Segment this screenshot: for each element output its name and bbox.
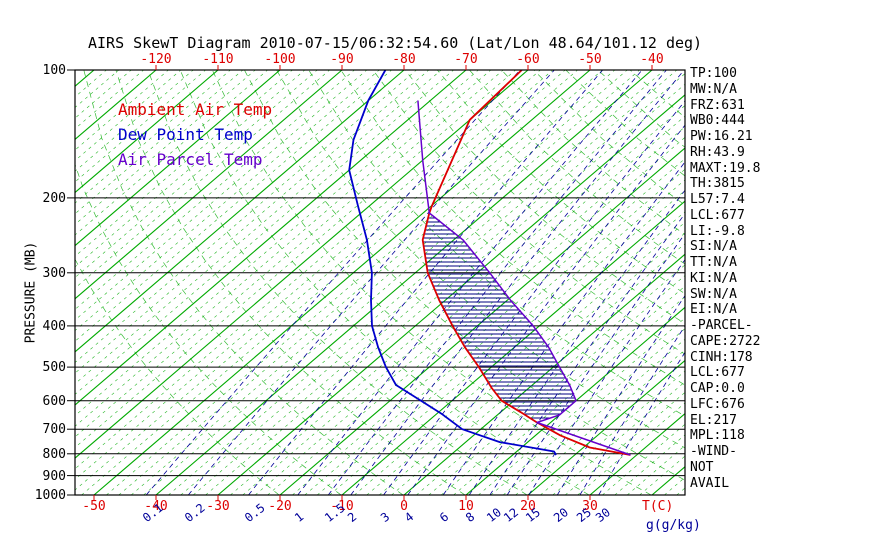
stat-line: CINH:178 (690, 349, 753, 365)
bottom-axis-tick-label: 20 (520, 499, 536, 514)
stat-line: MPL:118 (690, 428, 745, 444)
top-axis-tick-label: -50 (578, 52, 602, 67)
pressure-tick-label: 1000 (34, 488, 66, 503)
stat-line: CAP:0.0 (690, 381, 745, 396)
legend-air-parcel: Air Parcel Temp (118, 150, 263, 169)
temp-axis-unit-label: T(C) (642, 499, 674, 514)
stat-line: L57:7.4 (690, 192, 745, 207)
mixing-ratio-unit-label: g(g/kg) (646, 518, 701, 533)
pressure-tick-label: 600 (42, 393, 66, 409)
stat-line: AVAIL (690, 475, 730, 491)
curve-ambient (421, 70, 631, 456)
cape-hatch-area (422, 213, 576, 423)
pressure-tick-label: 400 (42, 318, 66, 334)
grid-layer (75, 70, 685, 495)
pressure-tick-label: 800 (42, 446, 66, 462)
bottom-axis-tick-label: -30 (206, 499, 230, 514)
top-axis-tick-label: -100 (264, 52, 296, 67)
stat-line: EL:217 (690, 412, 737, 428)
bottom-axis-tick-label: -40 (144, 499, 168, 514)
pressure-tick-label: 900 (42, 468, 66, 484)
sounding-layer (348, 70, 631, 456)
stat-line: SI:N/A (690, 239, 737, 255)
top-axis-tick-label: -40 (640, 52, 664, 67)
top-axis-tick-label: -90 (330, 52, 354, 67)
stat-line: FRZ:631 (690, 97, 745, 113)
bottom-axis-tick-label: -50 (82, 499, 106, 514)
stat-line: TP:100 (690, 66, 737, 81)
stat-line: PW:16.21 (690, 129, 753, 144)
stat-line: TH:3815 (690, 176, 745, 192)
stat-line: NOT (690, 459, 714, 475)
pressure-tick-label: 100 (42, 63, 66, 78)
top-axis-tick-label: -80 (392, 52, 416, 67)
legend-ambient-temp: Ambient Air Temp (118, 100, 273, 119)
pressure-tick-label: 700 (42, 422, 66, 438)
top-axis-tick-label: -110 (202, 52, 234, 67)
pressure-axis-label: PRESSURE (MB) (23, 241, 39, 344)
stat-line: LCL:677 (690, 207, 745, 223)
stat-line: SW:N/A (690, 286, 737, 302)
stat-line: LI:-9.8 (690, 223, 745, 239)
stat-line: CAPE:2722 (690, 333, 761, 349)
bottom-axis-tick-label: -10 (330, 499, 354, 514)
pressure-tick-label: 500 (42, 360, 66, 376)
stat-line: -PARCEL- (690, 318, 753, 333)
stat-line: LFC:676 (690, 396, 745, 412)
bottom-axis-tick-label: 30 (582, 499, 598, 514)
bottom-axis-tick-label: 10 (458, 499, 474, 514)
stat-line: -WIND- (690, 444, 737, 459)
stat-line: MW:N/A (690, 81, 737, 97)
stat-line: TT:N/A (690, 255, 737, 270)
stats-panel: TP:100 MW:N/A FRZ:631 WB0:444 PW:16.21 RH:43.… (690, 66, 760, 491)
curve-dew (348, 70, 557, 456)
top-axis-tick-label: -70 (454, 52, 478, 67)
stat-line: KI:N/A (690, 270, 737, 286)
bottom-axis-tick-label: -20 (268, 499, 292, 514)
stat-line: EI:N/A (690, 302, 737, 318)
chart-title: AIRS SkewT Diagram 2010-07-15/06:32:54.6… (88, 34, 703, 52)
stat-line: WB0:444 (690, 113, 745, 129)
axis-ticks (67, 65, 686, 500)
top-axis-tick-label: -120 (140, 52, 172, 67)
stat-line: RH:43.9 (690, 144, 745, 160)
curve-parcel (417, 100, 631, 456)
pressure-tick-label: 200 (42, 190, 66, 206)
pressure-tick-label: 300 (42, 265, 66, 281)
stat-line: LCL:677 (690, 365, 745, 381)
legend-dew-point: Dew Point Temp (118, 125, 253, 144)
top-axis-tick-label: -60 (516, 52, 540, 67)
stat-line: MAXT:19.8 (690, 160, 761, 176)
bottom-axis-tick-label: 0 (400, 499, 408, 514)
